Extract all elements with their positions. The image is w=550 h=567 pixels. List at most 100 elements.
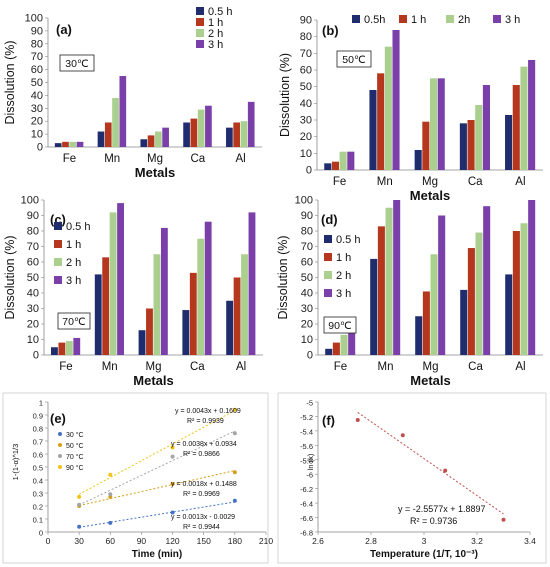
bar (109, 212, 117, 355)
x-axis-title: Metals (410, 188, 450, 203)
data-point (170, 445, 175, 450)
x-tick-label: 60 (106, 536, 116, 546)
legend-label: 0.5 h (336, 234, 360, 246)
x-tick-label: 2.6 (312, 536, 324, 546)
x-tick-label: Fe (59, 361, 72, 373)
y-tick-label: 30 (31, 103, 43, 115)
y-tick-label: 50 (300, 81, 312, 93)
bar (147, 135, 155, 147)
y-axis-title: Dissolution (%) (278, 53, 292, 137)
fit-equation: y = 0.0043x + 0.1609 (175, 408, 241, 415)
bar (392, 30, 400, 170)
legend-marker (58, 465, 62, 469)
y-tick-label: 70 (301, 241, 313, 253)
x-axis-title: Temperature (1/T, 10⁻³) (370, 549, 478, 560)
legend-label: 0.5 h (208, 6, 232, 18)
bar (505, 274, 513, 355)
y-tick-label: -6 (306, 471, 313, 480)
legend-label: 50 °C (66, 442, 84, 450)
y-tick-label: 10 (27, 334, 39, 346)
condition-label: 70℃ (62, 316, 86, 328)
legend-label: 3 h (336, 288, 351, 300)
y-axis-title: Dissolution (%) (276, 235, 290, 319)
legend-marker (58, 443, 62, 447)
y-tick-label: -6.8 (300, 529, 313, 538)
y-tick-label: 0.7 (33, 438, 43, 447)
bar (467, 248, 475, 355)
bar (331, 161, 339, 170)
data-point (170, 510, 175, 515)
y-tick-label: 0.4 (33, 477, 43, 486)
legend-marker (58, 454, 62, 458)
bar (155, 131, 162, 147)
y-tick-label: 60 (31, 64, 43, 76)
fit-r2: R² = 0.9736 (410, 516, 457, 526)
panel-label: (b) (322, 23, 339, 38)
fit-r2: R² = 0.9866 (183, 451, 220, 458)
bar (197, 238, 205, 355)
y-tick-label: -6.4 (300, 500, 313, 509)
x-tick-label: 90 (137, 536, 147, 546)
data-point (108, 520, 113, 525)
panel-label: (d) (321, 212, 338, 227)
y-tick-label: 80 (27, 226, 39, 238)
legend-swatch (54, 258, 62, 266)
y-tick-label: -6.6 (300, 514, 313, 523)
fit-equation: y = 0.0018x + 0.1488 (171, 481, 237, 488)
legend-label: 1 h (411, 14, 426, 26)
y-tick-label: 0.8 (33, 425, 43, 434)
bar (377, 226, 385, 355)
bar (415, 316, 423, 355)
y-tick-label: 60 (300, 65, 312, 77)
x-tick-label: 2.8 (365, 536, 377, 546)
legend-label: 2 h (66, 257, 81, 269)
panel-label: (f) (322, 413, 335, 428)
legend-label: 70 °C (66, 453, 84, 461)
y-tick-label: -5 (306, 399, 313, 408)
y-tick-label: -5.6 (300, 442, 313, 451)
y-tick-label: 0 (39, 529, 43, 538)
y-tick-label: 90 (31, 25, 43, 37)
x-tick-label: 120 (165, 536, 179, 546)
bar (347, 151, 355, 170)
panel-e: 0 0.1 0.2 0.3 0.4 0.5 0.6 0.7 0.8 0.9 1 (e) 0 30 60 90 1… (11, 399, 273, 561)
bar (112, 97, 119, 147)
x-tick-label: Mn (104, 153, 120, 165)
bar (183, 122, 190, 147)
bar (69, 141, 77, 147)
x-tick-label: Al (515, 176, 525, 188)
bar (414, 150, 422, 170)
x-tick-label: Ca (190, 153, 205, 165)
fit-equation: y = -2.5577x + 1.8897 (398, 504, 486, 514)
y-tick-label: -6.2 (300, 485, 313, 494)
y-tick-label: 40 (301, 288, 313, 300)
fit-equation: y = 0.0038x + 0.0934 (171, 441, 237, 448)
legend-swatch (196, 40, 204, 48)
y-tick-label: 60 (27, 257, 39, 269)
bar (430, 254, 438, 355)
y-tick-label: 0.1 (33, 516, 43, 525)
bar (430, 78, 438, 170)
y-tick-label: 70 (31, 51, 43, 63)
bar (94, 274, 102, 355)
data-point (232, 407, 237, 412)
trend-line (78, 430, 236, 506)
legend-label: 1 h (66, 239, 81, 251)
bar (437, 78, 445, 170)
data-point (443, 468, 448, 473)
y-tick-label: 30 (300, 115, 312, 127)
bar (369, 90, 377, 170)
x-tick-label: Mn (378, 361, 394, 373)
legend-label: 1 h (336, 252, 351, 264)
y-axis-title: Dissolution (%) (3, 40, 17, 124)
bar (73, 337, 81, 355)
bar (190, 118, 198, 147)
bar (248, 212, 256, 355)
y-tick-label: 1 (39, 399, 43, 408)
data-point (108, 492, 113, 497)
data-point (232, 470, 237, 475)
y-tick-label: 20 (301, 319, 313, 331)
x-tick-label: Fe (334, 361, 347, 373)
